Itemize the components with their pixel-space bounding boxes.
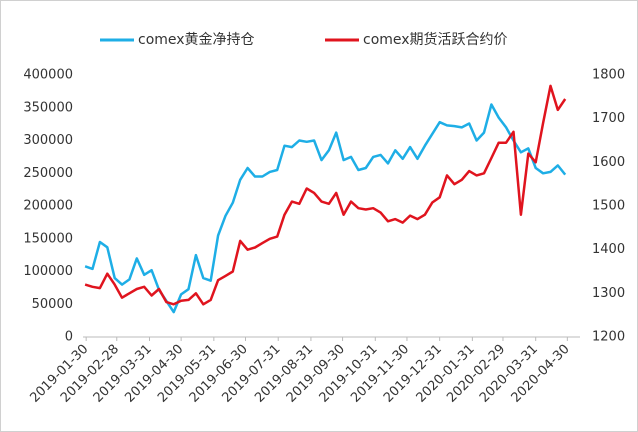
y2-tick-label: 1600 bbox=[592, 155, 625, 170]
y-tick-label: 300000 bbox=[23, 133, 73, 148]
y-tick-label: 100000 bbox=[23, 264, 73, 279]
y-tick-label: 400000 bbox=[23, 68, 73, 83]
y-tick-label: 350000 bbox=[23, 100, 73, 115]
y2-tick-label: 1500 bbox=[592, 199, 625, 214]
y2-tick-label: 1400 bbox=[592, 242, 625, 257]
y-tick-label: 50000 bbox=[32, 297, 73, 312]
y-tick-label: 0 bbox=[65, 330, 73, 345]
y2-tick-label: 1700 bbox=[592, 111, 625, 126]
legend-label: comex期货活跃合约价 bbox=[363, 31, 508, 48]
y2-tick-label: 1800 bbox=[592, 68, 625, 83]
y-tick-label: 200000 bbox=[23, 199, 73, 214]
y2-tick-label: 1300 bbox=[592, 286, 625, 301]
y2-tick-label: 1200 bbox=[592, 330, 625, 345]
legend-label: comex黄金净持仓 bbox=[138, 31, 255, 48]
y-tick-label: 150000 bbox=[23, 231, 73, 246]
series-line bbox=[84, 84, 567, 306]
y-tick-label: 250000 bbox=[23, 166, 73, 181]
